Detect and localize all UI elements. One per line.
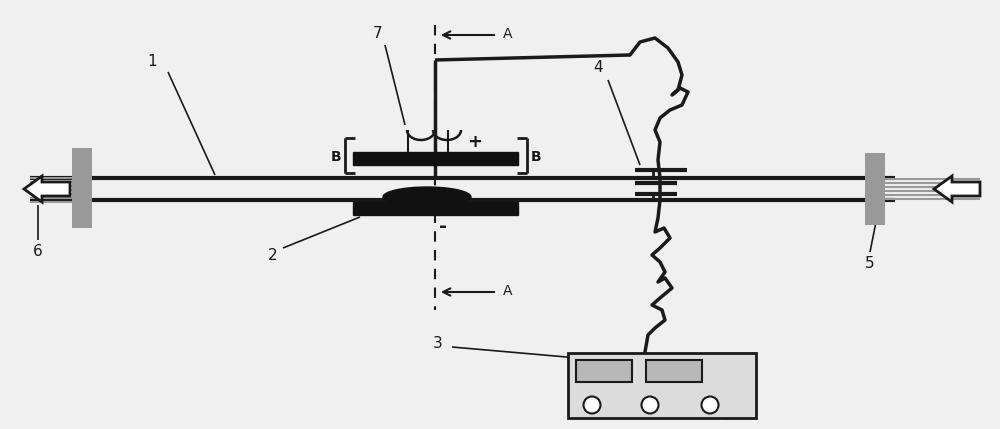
Text: -: - <box>439 218 447 236</box>
Bar <box>576 360 632 382</box>
Ellipse shape <box>584 396 600 414</box>
Bar <box>353 152 518 165</box>
Text: 7: 7 <box>373 25 383 40</box>
Text: B: B <box>330 150 341 164</box>
Text: 5: 5 <box>865 257 875 272</box>
Bar <box>865 153 885 225</box>
Bar <box>646 360 702 382</box>
Text: A: A <box>503 27 512 41</box>
FancyArrow shape <box>24 176 70 202</box>
Ellipse shape <box>642 396 658 414</box>
Text: 6: 6 <box>33 245 43 260</box>
Text: 1: 1 <box>147 54 157 69</box>
Text: B: B <box>531 150 542 164</box>
Text: 2: 2 <box>268 248 278 263</box>
Bar <box>353 202 518 215</box>
Text: +: + <box>468 133 482 151</box>
Text: 3: 3 <box>433 336 443 351</box>
FancyArrow shape <box>934 176 980 202</box>
Bar <box>72 148 92 228</box>
Ellipse shape <box>702 396 718 414</box>
Bar <box>568 353 756 418</box>
Text: 4: 4 <box>593 60 603 76</box>
Text: A: A <box>503 284 512 298</box>
Ellipse shape <box>383 187 471 207</box>
